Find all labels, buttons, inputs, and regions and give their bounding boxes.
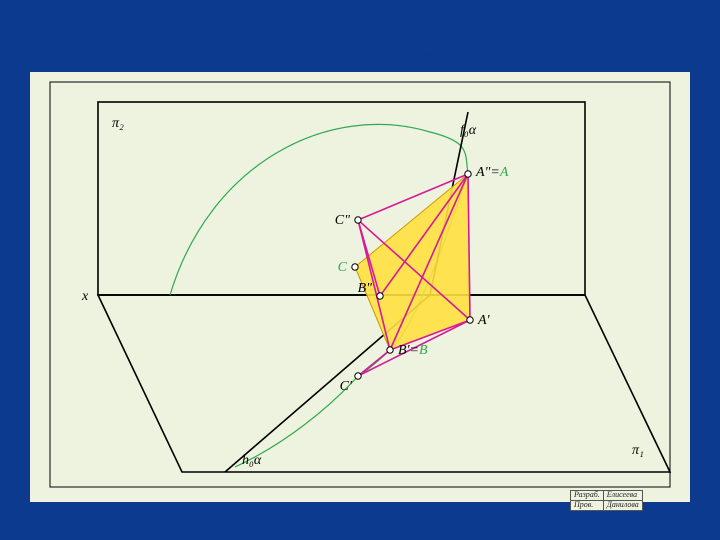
svg-text:x: x bbox=[81, 289, 89, 304]
svg-text:A': A' bbox=[477, 313, 491, 328]
cartouche-row2-label: Пров. bbox=[571, 500, 604, 510]
cartouche-row1-value: Елисеева bbox=[603, 491, 642, 501]
svg-text:A"=A: A"=A bbox=[475, 165, 509, 180]
diagram: π₂ π₁ x f₀α h₀α A"=A C" C B" A' B'=B C' bbox=[30, 72, 690, 502]
svg-text:B'=B: B'=B bbox=[398, 343, 428, 358]
svg-text:C: C bbox=[338, 260, 348, 275]
cartouche-block: Разраб. Елисеева Пров. Данилова bbox=[570, 490, 643, 511]
svg-text:B": B" bbox=[358, 281, 373, 296]
title-line-2: Плоскость общего положения, заданная сле… bbox=[0, 28, 720, 54]
cartouche-row1-label: Разраб. bbox=[571, 491, 604, 501]
svg-text:f₀α: f₀α bbox=[460, 123, 477, 138]
svg-text:π₁: π₁ bbox=[632, 443, 644, 458]
svg-text:h₀α: h₀α bbox=[242, 453, 262, 468]
cartouche-row2-value: Данилова bbox=[603, 500, 642, 510]
slide-root: Плоскость частного положения : горизонта… bbox=[0, 0, 720, 540]
svg-text:π₂: π₂ bbox=[112, 116, 124, 131]
svg-text:C": C" bbox=[335, 213, 350, 228]
svg-text:C': C' bbox=[340, 379, 353, 394]
